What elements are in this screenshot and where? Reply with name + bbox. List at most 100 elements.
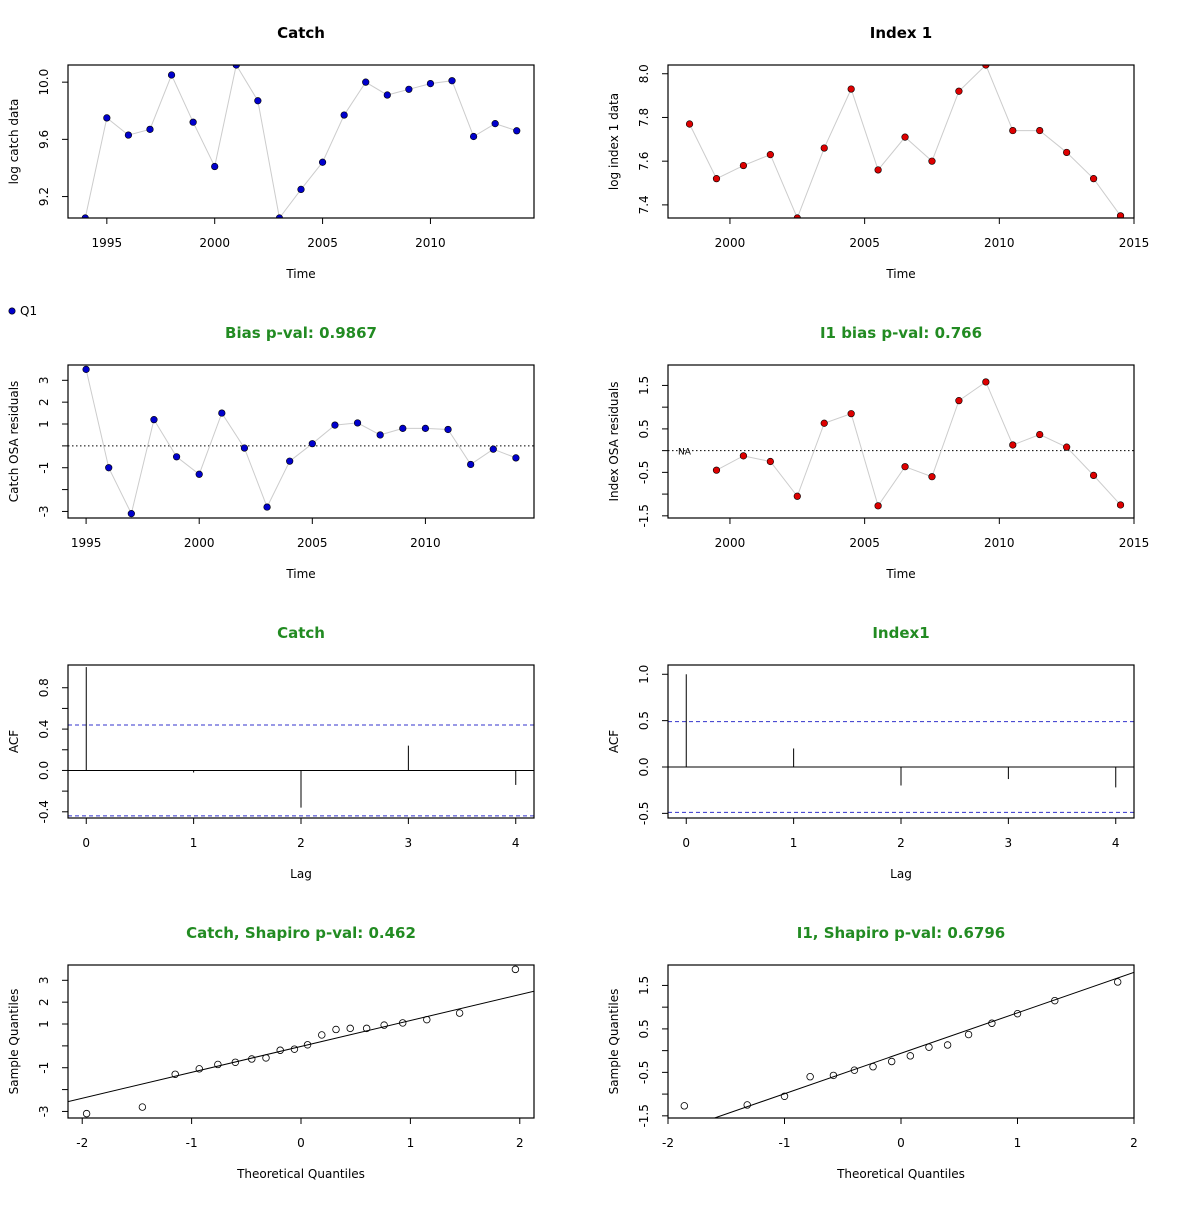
data-point [124,131,133,139]
y-tick-label: 0.5 [637,1019,651,1038]
y-tick-label: 8.0 [637,64,651,83]
y-tick-label: -1.5 [637,504,651,527]
x-tick-label: 2010 [410,536,441,550]
chart-title: Index 1 [870,24,933,42]
chart-panel-4: I1 bias p-val: 0.766 2000 2005 2010 2015 -1.5… [607,324,1149,581]
qq-reference-line [68,990,534,1103]
data-point [195,470,203,478]
qq-point [248,1055,256,1063]
qq-reference-line [714,971,1134,1118]
y-axis-label: log catch data [7,99,21,185]
x-axis-label: Theoretical Quantiles [236,1167,365,1181]
data-point [167,71,176,79]
x-tick-label: 0 [82,836,90,850]
x-tick-label: 1995 [92,236,123,250]
data-point [82,365,90,373]
x-tick-label: 2015 [1119,536,1150,550]
x-tick-label: 2000 [184,536,215,550]
data-point [362,78,370,86]
data-point [766,151,774,159]
data-point [489,445,497,453]
chart-panel-8: I1, Shapiro p-val: 0.6796 -2 -1 0 1 2 -1.5 -0.5… [607,924,1138,1181]
plot-frame [67,964,535,1119]
x-axis-label: Time [285,567,315,581]
qq-point [780,1092,789,1100]
x-tick-label: 2005 [849,536,880,550]
data-point [928,473,936,481]
data-point [1036,126,1044,135]
data-point [1063,443,1071,451]
y-tick-label: 7.6 [637,152,651,171]
qq-point [262,1054,270,1062]
y-tick-label: 0.4 [37,720,51,739]
y-axis-label: Catch OSA residuals [7,381,21,503]
x-tick-label: -1 [186,1136,198,1150]
plot-area [680,971,1134,1118]
plot-frame [667,964,1135,1119]
plot-frame [667,664,1135,819]
y-tick-label: -1 [37,462,51,474]
chart-title: Catch [277,624,325,642]
data-point [1063,148,1071,157]
x-axis-label: Lag [890,867,912,881]
data-point [331,421,339,429]
data-point [874,166,882,174]
y-tick-label: 1 [37,1020,51,1028]
x-tick-label: 2010 [415,236,446,250]
data-point [739,161,748,170]
qq-point [332,1025,340,1034]
x-tick-label: 2000 [199,236,230,250]
data-point [150,416,158,424]
y-tick-label: 2 [37,398,51,406]
chart-title: I1, Shapiro p-val: 0.6796 [797,924,1005,942]
data-point [1036,430,1044,439]
plot-area [685,65,1125,218]
data-point [286,457,294,465]
data-point [1009,126,1017,135]
qq-point [82,1109,91,1118]
qq-point [829,1071,838,1080]
data-point [353,419,362,427]
data-point [1009,441,1017,449]
data-point [955,397,963,405]
x-tick-label: 1 [790,836,798,850]
y-tick-label: 9.6 [37,130,51,149]
data-point [901,463,909,471]
data-point [448,77,456,85]
y-tick-label: 7.4 [637,195,651,214]
x-tick-label: 4 [512,836,520,850]
y-tick-label: 0.5 [637,419,651,438]
y-tick-label: 9.2 [37,187,51,206]
qq-point [906,1052,915,1060]
data-point [847,85,855,93]
qq-point [511,965,520,974]
plot-frame [67,364,535,519]
y-tick-label: -0.4 [37,800,51,823]
plot-area [68,667,534,817]
data-point [103,114,111,122]
data-point [1116,212,1125,218]
qq-point [925,1043,933,1051]
qq-point [455,1009,464,1017]
x-tick-label: 2 [1130,1136,1138,1150]
y-tick-label: 3 [37,976,51,984]
y-tick-label: -0.5 [637,802,651,825]
data-point [399,424,407,432]
data-point [172,453,181,461]
y-tick-label: -1 [37,1062,51,1074]
series-line [716,381,1121,507]
data-point [405,85,413,93]
qq-point [806,1073,814,1081]
x-tick-label: 0 [297,1136,305,1150]
series-line [85,369,517,516]
qq-point [171,1070,179,1078]
data-point [820,419,828,427]
legend-label: Q1 [20,304,37,318]
x-tick-label: 2010 [984,236,1015,250]
x-tick-label: 2 [516,1136,524,1150]
data-point [254,97,262,105]
qq-point [680,1102,689,1110]
y-axis-label: ACF [7,730,21,753]
x-tick-label: 0 [682,836,690,850]
